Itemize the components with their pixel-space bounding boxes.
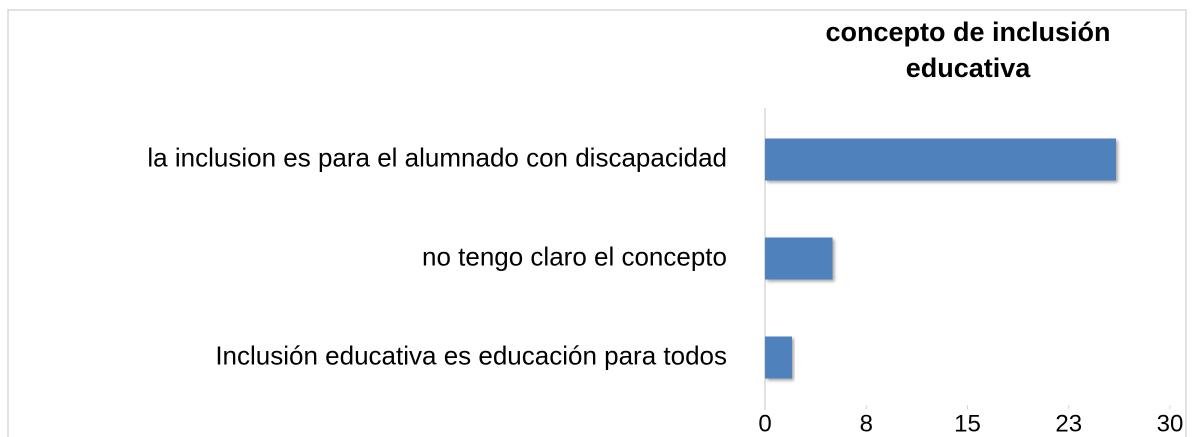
bar: [765, 237, 833, 280]
frame: [7, 9, 1187, 437]
bar: [765, 336, 792, 379]
chart-title: concepto de inclusión educativa: [825, 17, 1111, 83]
bar: [765, 138, 1116, 181]
x-tick-label: 8: [860, 410, 873, 437]
x-tick-label: 23: [1055, 410, 1082, 437]
y-tick-label: Inclusión educativa es educación para to…: [215, 340, 727, 370]
y-tick-label: la inclusion es para el alumnado con dis…: [147, 142, 727, 172]
x-tick-label: 0: [758, 410, 771, 437]
y-tick-label: no tengo claro el concepto: [422, 241, 727, 271]
x-tick-label: 15: [954, 410, 981, 437]
x-tick-label: 30: [1157, 410, 1184, 437]
